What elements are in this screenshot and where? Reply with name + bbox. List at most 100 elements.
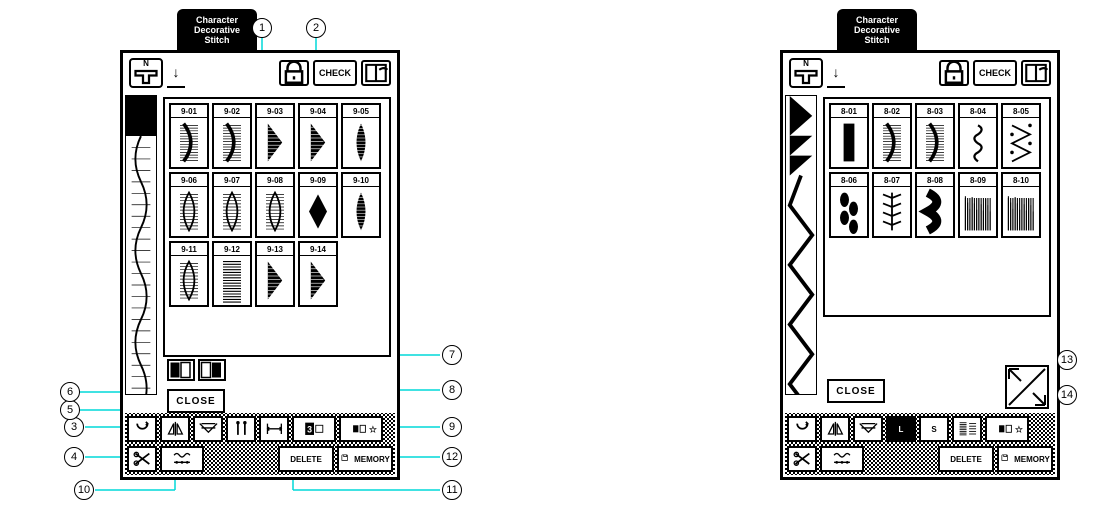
- stitch-cell-8-01[interactable]: 8-01: [829, 103, 869, 169]
- stitch-cell-9-09[interactable]: 9-09: [298, 172, 338, 238]
- thread-button[interactable]: [160, 446, 204, 472]
- stitch-cell-9-08[interactable]: 9-08: [255, 172, 295, 238]
- scale-toggle-button[interactable]: [1005, 365, 1049, 409]
- callout-14: 14: [1057, 385, 1077, 405]
- close-button[interactable]: CLOSE: [827, 379, 885, 403]
- size-small-button[interactable]: S: [919, 416, 949, 442]
- stitch-cell-9-07[interactable]: 9-07: [212, 172, 252, 238]
- stitch-cell-9-12[interactable]: 9-12: [212, 241, 252, 307]
- stitch-code-label: 9-07: [214, 176, 250, 187]
- btn-label: L: [899, 425, 904, 434]
- stitch-cell-8-03[interactable]: 8-03: [915, 103, 955, 169]
- memory-button[interactable]: MEMORY: [337, 446, 393, 472]
- stitch-glyph: [300, 256, 336, 305]
- check-button[interactable]: CHECK: [973, 60, 1017, 86]
- page-prev-button[interactable]: [167, 359, 195, 381]
- callout-10: 10: [74, 480, 94, 500]
- lock-button[interactable]: [939, 60, 969, 86]
- lock-button[interactable]: [279, 60, 309, 86]
- callout-text: 1: [259, 22, 265, 34]
- needle-down-icon: ↓: [167, 58, 185, 88]
- elongation-button[interactable]: 3: [292, 416, 336, 442]
- density-button[interactable]: [952, 416, 982, 442]
- help-button[interactable]: [361, 60, 391, 86]
- callout-text: 5: [67, 404, 73, 416]
- callout-text: 10: [78, 484, 90, 496]
- stitch-cell-8-02[interactable]: 8-02: [872, 103, 912, 169]
- callout-text: 12: [446, 451, 458, 463]
- callout-12: 12: [442, 447, 462, 467]
- stitch-cell-9-04[interactable]: 9-04: [298, 103, 338, 169]
- stitch-cell-8-10[interactable]: 8-10: [1001, 172, 1041, 238]
- stitch-glyph: [343, 118, 379, 167]
- stitch-cell-9-01[interactable]: 9-01: [169, 103, 209, 169]
- stitch-cell-8-05[interactable]: 8-05: [1001, 103, 1041, 169]
- stitch-cell-9-05[interactable]: 9-05: [341, 103, 381, 169]
- stitch-cell-9-02[interactable]: 9-02: [212, 103, 252, 169]
- check-button[interactable]: CHECK: [313, 60, 357, 86]
- spacing-button[interactable]: [259, 416, 289, 442]
- size-large-button[interactable]: L: [886, 416, 916, 442]
- stitch-cell-8-08[interactable]: 8-08: [915, 172, 955, 238]
- callout-text: 8: [449, 384, 455, 396]
- svg-text:☆: ☆: [369, 425, 377, 435]
- needle-mode-button[interactable]: [226, 416, 256, 442]
- stitch-code-label: 8-04: [960, 107, 996, 118]
- page-next-button[interactable]: [198, 359, 226, 381]
- cut-button[interactable]: [787, 446, 817, 472]
- stitch-code-label: 9-05: [343, 107, 379, 118]
- stitch-glyph: [257, 187, 293, 236]
- btn-label: DELETE: [290, 455, 322, 464]
- mirror-v-button[interactable]: [853, 416, 883, 442]
- stitch-glyph: [171, 187, 207, 236]
- check-label: CHECK: [979, 68, 1011, 78]
- stitch-code-label: 9-03: [257, 107, 293, 118]
- stitch-cell-8-09[interactable]: 8-09: [958, 172, 998, 238]
- foot-letter: N: [803, 60, 809, 68]
- close-button[interactable]: CLOSE: [167, 389, 225, 413]
- stitch-cell-9-10[interactable]: 9-10: [341, 172, 381, 238]
- thread-button[interactable]: [820, 446, 864, 472]
- memory-button[interactable]: MEMORY: [997, 446, 1053, 472]
- help-button[interactable]: [1021, 60, 1051, 86]
- stitch-cell-9-11[interactable]: 9-11: [169, 241, 209, 307]
- callout-text: 4: [71, 451, 77, 463]
- btn-label: MEMORY: [354, 455, 390, 464]
- callout-5: 5: [60, 400, 80, 420]
- btn-label: MEMORY: [1014, 455, 1050, 464]
- stitch-code-label: 8-06: [831, 176, 867, 187]
- book-icon: [1023, 60, 1049, 86]
- stitch-code-label: 9-02: [214, 107, 250, 118]
- repeat-button[interactable]: ☆: [339, 416, 383, 442]
- reinforce-button[interactable]: [127, 416, 157, 442]
- stitch-glyph: [257, 118, 293, 167]
- mirror-v-button[interactable]: [193, 416, 223, 442]
- stitch-cell-9-14[interactable]: 9-14: [298, 241, 338, 307]
- callout-1: 1: [252, 18, 272, 38]
- stitch-glyph: [171, 256, 207, 305]
- delete-button[interactable]: DELETE: [938, 446, 994, 472]
- stitch-glyph: [343, 187, 379, 236]
- stitch-cell-8-07[interactable]: 8-07: [872, 172, 912, 238]
- repeat-button[interactable]: ☆: [985, 416, 1029, 442]
- stitch-cell-9-06[interactable]: 9-06: [169, 172, 209, 238]
- stitch-cell-9-13[interactable]: 9-13: [255, 241, 295, 307]
- callout-text: 2: [313, 22, 319, 34]
- delete-button[interactable]: DELETE: [278, 446, 334, 472]
- mirror-h-button[interactable]: [820, 416, 850, 442]
- mode-tab: Character Decorative Stitch: [177, 9, 257, 53]
- stitch-glyph: [214, 187, 250, 236]
- cut-button[interactable]: [127, 446, 157, 472]
- stitch-preview-column: [785, 95, 817, 395]
- presser-foot-indicator: N: [129, 58, 163, 88]
- mirror-h-button[interactable]: [160, 416, 190, 442]
- stitch-code-label: 9-11: [171, 245, 207, 256]
- reinforce-button[interactable]: [787, 416, 817, 442]
- close-label: CLOSE: [836, 386, 875, 397]
- stitch-cell-8-04[interactable]: 8-04: [958, 103, 998, 169]
- stitch-cell-9-03[interactable]: 9-03: [255, 103, 295, 169]
- stitch-cell-8-06[interactable]: 8-06: [829, 172, 869, 238]
- callout-3: 3: [64, 417, 84, 437]
- stitch-code-label: 9-06: [171, 176, 207, 187]
- callout-text: 13: [1061, 354, 1073, 366]
